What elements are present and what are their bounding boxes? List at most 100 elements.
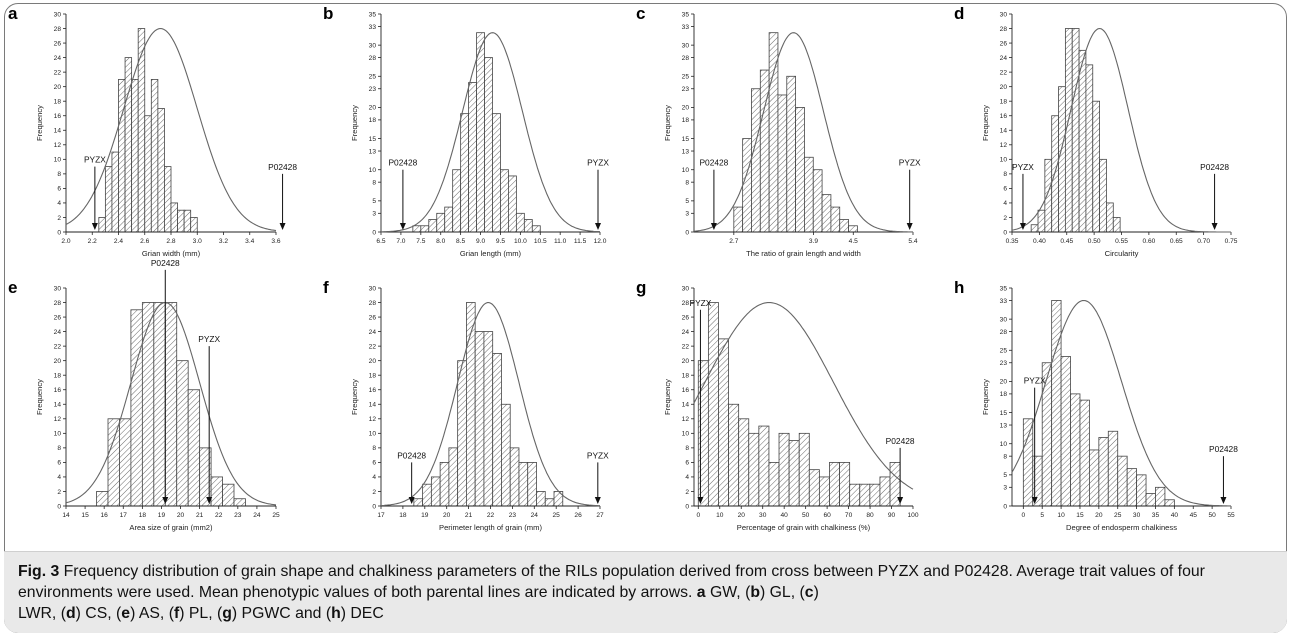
histogram-bar <box>1112 217 1121 233</box>
y-tick-label: 16 <box>54 113 62 120</box>
y-tick-label: 18 <box>54 373 62 380</box>
y-tick-label: 4 <box>372 474 376 481</box>
y-tick-label: 16 <box>369 387 377 394</box>
x-tick-label: 19 <box>158 512 166 519</box>
x-tick-label: 5.4 <box>908 238 917 245</box>
histogram-bar <box>476 32 485 233</box>
y-tick-label: 35 <box>1000 285 1008 292</box>
y-tick-label: 10 <box>682 431 690 438</box>
caption-fig-label: Fig. 3 <box>18 563 60 580</box>
x-tick-label: 2.6 <box>140 238 149 245</box>
y-tick-label: 13 <box>369 148 377 155</box>
y-tick-label: 20 <box>1000 379 1008 386</box>
parent-arrow-label: P02428 <box>699 158 728 168</box>
caption-ref-d: d <box>65 605 76 622</box>
panel-letter: c <box>636 4 645 23</box>
normal-fit-curve <box>1011 27 1231 233</box>
y-tick-label: 18 <box>1000 99 1008 106</box>
y-tick-label: 0 <box>1003 503 1007 510</box>
x-tick-label: 0.45 <box>1060 238 1073 245</box>
y-tick-label: 3 <box>1003 485 1007 492</box>
y-tick-label: 25 <box>682 74 690 81</box>
parent-arrow-label: P02428 <box>1200 162 1229 172</box>
x-tick-label: 9.5 <box>496 238 505 245</box>
y-axis-title: Frequency <box>663 379 672 415</box>
y-tick-label: 14 <box>369 402 377 409</box>
histogram-bar <box>509 447 520 507</box>
histogram-bar <box>1030 224 1039 233</box>
x-tick-label: 23 <box>234 512 242 519</box>
x-tick-label: 8.5 <box>456 238 465 245</box>
x-tick-label: 17 <box>377 512 385 519</box>
y-tick-label: 12 <box>1000 142 1008 149</box>
histogram-bar <box>130 309 143 507</box>
parent-arrow-label: PYZX <box>1012 162 1034 172</box>
parent-arrow-label: PYZX <box>899 158 921 168</box>
y-tick-label: 8 <box>372 445 376 452</box>
x-axis-title: Area size of grain (mm2) <box>129 523 213 532</box>
parent-arrow-head <box>906 223 913 230</box>
y-tick-label: 6 <box>57 460 61 467</box>
y-tick-label: 22 <box>54 343 62 350</box>
y-tick-label: 8 <box>57 171 61 178</box>
y-tick-label: 2 <box>57 489 61 496</box>
x-tick-label: 50 <box>802 512 810 519</box>
caption-text-c: ) <box>813 584 819 601</box>
y-tick-label: 30 <box>369 42 377 49</box>
histogram-bar <box>818 476 830 507</box>
y-tick-label: 28 <box>54 26 62 33</box>
histogram-bar <box>118 79 126 233</box>
y-tick-label: 16 <box>682 387 690 394</box>
y-tick-label: 8 <box>685 179 689 186</box>
histogram-bar <box>718 338 729 507</box>
x-axis-title: Grian length (mm) <box>460 249 522 258</box>
y-tick-label: 15 <box>1000 410 1008 417</box>
histogram-bar <box>1145 493 1156 507</box>
histogram-bar <box>413 498 424 507</box>
histogram-bar <box>1037 209 1046 233</box>
panel-letter: f <box>323 278 329 297</box>
histogram-bar <box>448 447 459 507</box>
y-tick-label: 0 <box>57 229 61 236</box>
y-tick-label: 16 <box>1000 113 1008 120</box>
histogram-bar <box>869 483 881 507</box>
histogram-bar <box>153 302 166 507</box>
x-tick-label: 5 <box>1040 512 1044 519</box>
histogram-bar <box>501 403 511 507</box>
y-tick-label: 28 <box>682 300 690 307</box>
histogram-bar <box>515 212 525 233</box>
histogram-bar <box>98 217 106 233</box>
y-tick-label: 3 <box>685 211 689 218</box>
x-axis-title: Grian width (mm) <box>142 249 201 258</box>
y-tick-label: 16 <box>54 387 62 394</box>
histogram-bar <box>1099 158 1107 233</box>
y-tick-label: 33 <box>682 24 690 31</box>
y-tick-label: 18 <box>1000 391 1008 398</box>
caption-ref-a: a <box>696 584 706 601</box>
x-tick-label: 2.0 <box>61 238 70 245</box>
x-tick-label: 22 <box>487 512 495 519</box>
y-tick-label: 0 <box>372 503 376 510</box>
normal-fit-curve <box>693 301 914 490</box>
y-tick-label: 18 <box>54 99 62 106</box>
histogram-bar <box>798 432 810 507</box>
histogram-bar <box>1117 455 1128 507</box>
x-tick-label: 3.0 <box>193 238 202 245</box>
histogram-bar <box>233 498 246 507</box>
y-tick-label: 20 <box>54 84 62 91</box>
y-tick-label: 25 <box>1000 348 1008 355</box>
histogram-bar <box>177 209 185 233</box>
y-tick-label: 26 <box>54 40 62 47</box>
histogram-bar <box>523 219 533 233</box>
histogram-bar <box>829 461 840 507</box>
y-tick-label: 24 <box>682 329 690 336</box>
histogram-bar <box>436 212 446 233</box>
x-tick-label: 11.5 <box>574 238 587 245</box>
histogram-bar <box>1155 486 1166 507</box>
histogram-bar <box>500 169 509 233</box>
y-tick-label: 10 <box>54 157 62 164</box>
x-tick-label: 0 <box>1021 512 1025 519</box>
x-tick-label: 9.0 <box>476 238 485 245</box>
y-tick-label: 4 <box>685 474 689 481</box>
x-tick-label: 10.5 <box>534 238 547 245</box>
